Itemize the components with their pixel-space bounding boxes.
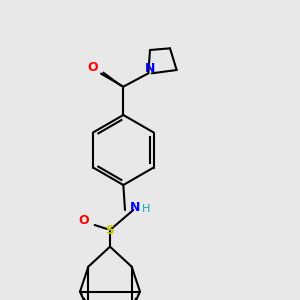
Text: H: H [142, 204, 150, 214]
Text: S: S [106, 224, 115, 236]
Text: N: N [145, 62, 155, 76]
Text: N: N [130, 201, 140, 214]
Text: O: O [87, 61, 98, 74]
Text: O: O [79, 214, 89, 227]
